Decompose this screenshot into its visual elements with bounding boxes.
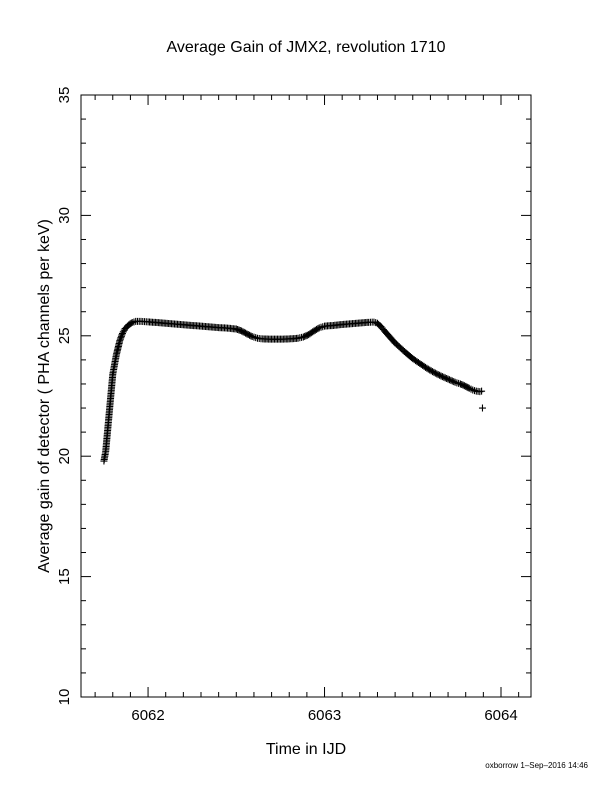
data-point <box>478 404 486 412</box>
y-axis-tick-labels: 10 15 20 25 30 35 <box>56 87 73 706</box>
x-axis-ticks <box>94 95 520 697</box>
x-tick-label: 6063 <box>308 707 341 724</box>
data-point <box>455 379 463 387</box>
data-point <box>119 328 127 336</box>
data-point <box>372 319 380 327</box>
y-tick-label: 35 <box>56 87 73 104</box>
x-tick-label: 6062 <box>131 707 164 724</box>
data-point <box>118 329 126 337</box>
data-point <box>467 385 475 393</box>
x-tick-label: 6064 <box>484 707 517 724</box>
y-tick-label: 15 <box>56 568 73 585</box>
footer-credit: oxborrow 1–Sep–2016 14:46 <box>485 761 588 770</box>
data-point <box>478 387 486 395</box>
data-point <box>248 333 256 341</box>
data-point <box>370 318 378 326</box>
data-point <box>464 384 472 392</box>
data-point <box>247 332 255 340</box>
data-point <box>450 378 458 386</box>
y-tick-label: 10 <box>56 689 73 706</box>
data-point <box>453 379 461 387</box>
data-point <box>128 319 136 327</box>
data-point <box>451 378 459 386</box>
chart-title: Average Gain of JMX2, revolution 1710 <box>167 39 446 56</box>
plot-frame <box>80 94 532 698</box>
y-tick-label: 30 <box>56 207 73 224</box>
data-point <box>314 325 322 333</box>
data-point <box>315 324 323 332</box>
data-point <box>319 323 327 331</box>
y-axis-ticks <box>81 94 531 698</box>
y-axis-label: Average gain of detector ( PHA channels … <box>36 219 53 573</box>
x-axis-tick-labels: 6062 6063 6064 <box>131 707 517 724</box>
data-points <box>100 317 486 465</box>
data-point <box>252 334 260 342</box>
data-point <box>127 319 135 327</box>
data-point <box>465 384 473 392</box>
x-axis-label: Time in IJD <box>266 741 346 758</box>
data-point <box>469 386 477 394</box>
data-point <box>130 318 138 326</box>
data-point <box>250 333 258 341</box>
y-tick-label: 20 <box>56 448 73 465</box>
data-point <box>317 323 325 331</box>
data-point <box>471 387 479 395</box>
y-tick-label: 25 <box>56 327 73 344</box>
